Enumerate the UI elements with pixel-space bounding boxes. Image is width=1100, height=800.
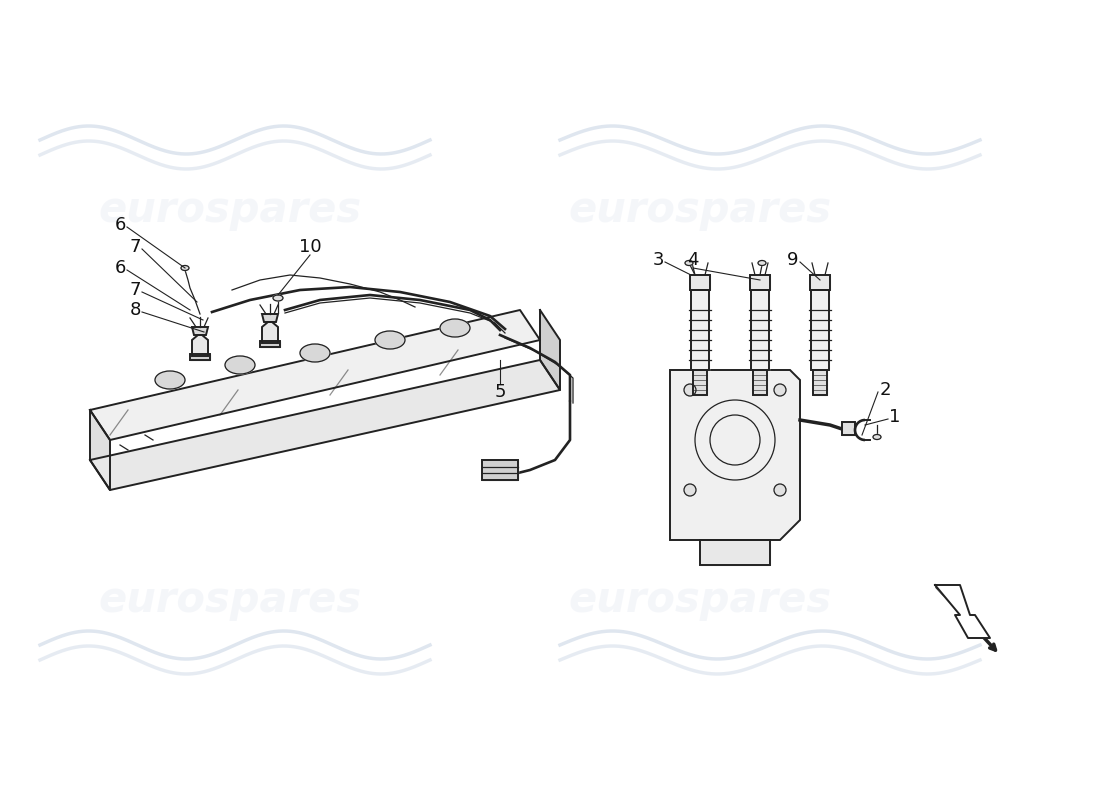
Polygon shape bbox=[690, 275, 710, 290]
Polygon shape bbox=[262, 322, 278, 343]
Text: 2: 2 bbox=[879, 381, 891, 399]
Text: 7: 7 bbox=[130, 238, 141, 256]
Ellipse shape bbox=[774, 384, 786, 396]
Polygon shape bbox=[811, 290, 829, 370]
Polygon shape bbox=[540, 310, 560, 390]
Ellipse shape bbox=[758, 261, 766, 266]
Polygon shape bbox=[700, 540, 770, 565]
Text: 5: 5 bbox=[494, 383, 506, 401]
Ellipse shape bbox=[182, 266, 189, 270]
Text: 1: 1 bbox=[889, 408, 901, 426]
Text: 4: 4 bbox=[688, 251, 698, 269]
Text: 9: 9 bbox=[788, 251, 799, 269]
Polygon shape bbox=[691, 290, 710, 370]
Ellipse shape bbox=[685, 261, 693, 266]
Polygon shape bbox=[935, 585, 990, 638]
Polygon shape bbox=[482, 460, 518, 480]
Polygon shape bbox=[192, 335, 208, 356]
Text: eurospares: eurospares bbox=[98, 579, 362, 621]
Text: 3: 3 bbox=[652, 251, 663, 269]
Ellipse shape bbox=[774, 484, 786, 496]
Polygon shape bbox=[90, 360, 560, 490]
Text: eurospares: eurospares bbox=[98, 189, 362, 231]
Ellipse shape bbox=[226, 356, 255, 374]
Polygon shape bbox=[750, 275, 770, 290]
Polygon shape bbox=[810, 275, 830, 290]
Ellipse shape bbox=[684, 384, 696, 396]
Text: 10: 10 bbox=[299, 238, 321, 256]
Polygon shape bbox=[190, 354, 210, 360]
Ellipse shape bbox=[375, 331, 405, 349]
Polygon shape bbox=[90, 310, 540, 440]
Text: 8: 8 bbox=[130, 301, 141, 319]
Text: 7: 7 bbox=[130, 281, 141, 299]
Ellipse shape bbox=[155, 371, 185, 389]
Text: 6: 6 bbox=[114, 216, 125, 234]
Polygon shape bbox=[192, 327, 208, 335]
Polygon shape bbox=[670, 370, 800, 540]
Polygon shape bbox=[842, 422, 855, 435]
Ellipse shape bbox=[300, 344, 330, 362]
Text: eurospares: eurospares bbox=[569, 579, 832, 621]
Polygon shape bbox=[262, 314, 278, 322]
Ellipse shape bbox=[873, 434, 881, 439]
Polygon shape bbox=[90, 410, 110, 490]
Ellipse shape bbox=[684, 484, 696, 496]
Text: 6: 6 bbox=[114, 259, 125, 277]
Polygon shape bbox=[754, 370, 767, 395]
Ellipse shape bbox=[273, 295, 283, 301]
Polygon shape bbox=[693, 370, 707, 395]
Ellipse shape bbox=[440, 319, 470, 337]
Polygon shape bbox=[751, 290, 769, 370]
Polygon shape bbox=[813, 370, 827, 395]
Polygon shape bbox=[260, 341, 280, 347]
Text: eurospares: eurospares bbox=[569, 189, 832, 231]
